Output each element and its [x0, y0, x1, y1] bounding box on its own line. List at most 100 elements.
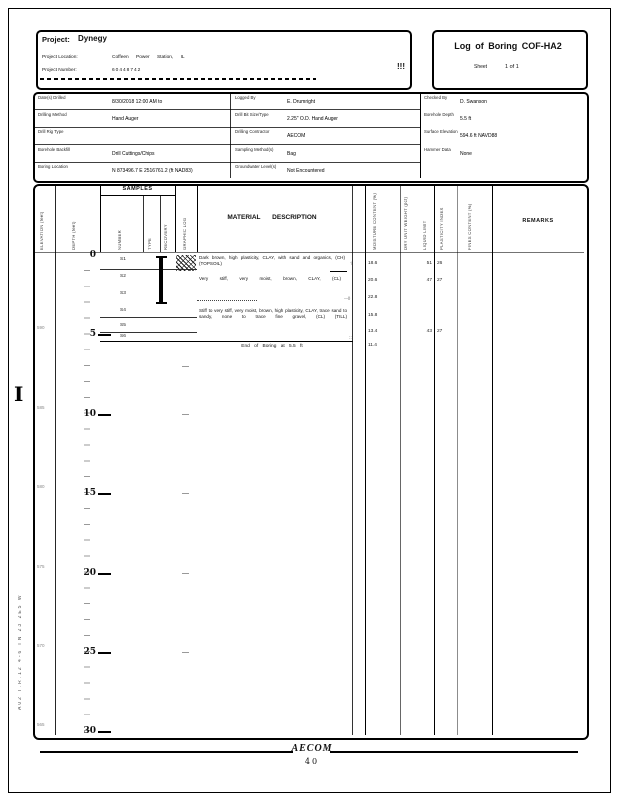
sample-id: S3	[120, 291, 126, 296]
margin-note-mark: ·|	[350, 260, 353, 265]
log-col-line	[55, 185, 56, 735]
layer-boundary-dotted	[197, 300, 257, 301]
col-header-type: TYPE	[148, 237, 152, 250]
margin-note-mark: —|)	[344, 295, 351, 300]
samples-underline	[100, 195, 175, 196]
stray-marks: !!!	[397, 62, 405, 71]
log-title: Log of Boring COF-HA2	[454, 41, 562, 51]
title-box	[432, 30, 588, 90]
col-header-fines: FINES CONTENT (%)	[468, 203, 472, 250]
info-value: None	[460, 151, 472, 157]
project-number-value: 60448742	[112, 68, 142, 73]
info-label: Drill Rig Type	[38, 129, 64, 134]
info-row-line	[35, 161, 420, 163]
margin-note-mark: ∷	[349, 335, 352, 340]
plasticity-index-value: 27	[437, 329, 443, 334]
info-value: 5.5 ft	[460, 116, 472, 122]
sample-separator	[100, 332, 197, 333]
log-col-line	[143, 195, 144, 252]
page-number: 40	[304, 757, 320, 766]
log-col-line	[365, 185, 366, 735]
graphic-grid-mark	[182, 366, 189, 367]
recovery-bar-cap	[155, 256, 167, 258]
info-label: Date(s) Drilled	[38, 95, 66, 100]
layer-description: Dark brown, high plasticity, CLAY, with …	[199, 255, 345, 266]
major-tick	[98, 731, 111, 733]
elevation-label: 590	[37, 325, 45, 330]
info-label: Drilling Contractor	[235, 129, 270, 134]
graphic-grid-mark	[182, 652, 189, 653]
log-header-bottom-line	[34, 252, 584, 253]
info-row-line	[35, 126, 420, 128]
depth-label: 20	[83, 568, 96, 578]
info-row-line	[35, 144, 420, 145]
col-header-liquid-limit: LIQUID LIMIT	[423, 220, 427, 250]
moisture-value: 11.4	[368, 343, 377, 348]
layer-description: Very stiff, very moist, brown, CLAY, (CL…	[199, 276, 341, 281]
log-box	[33, 184, 589, 740]
liquid-limit-value: 51	[426, 261, 432, 266]
sheet-value: 1 of 1	[505, 63, 519, 70]
depth-label: 10	[83, 409, 96, 419]
liquid-limit-value: 43	[426, 329, 432, 334]
col-header-plasticity-index: PLASTICITY INDEX	[440, 207, 444, 250]
depth-label: 5	[89, 329, 96, 339]
col-header-recovery: RECOVERY	[164, 224, 168, 250]
info-value: Hand Auger	[112, 116, 139, 122]
aecom-logo: AECOM	[291, 743, 333, 754]
graphic-grid-mark	[182, 573, 189, 574]
recovery-bar	[159, 257, 163, 303]
major-tick	[98, 334, 111, 336]
elevation-label: 570	[37, 643, 45, 648]
liquid-limit-value: 47	[426, 278, 432, 283]
col-header-number: NUMBER	[118, 230, 122, 250]
info-value: N 873496.7 E 2516761.2 (ft NAD83)	[112, 168, 193, 174]
dashed-rule	[40, 78, 316, 80]
info-value: D. Swanson	[460, 99, 487, 105]
info-label: Surface Elevation	[424, 129, 458, 134]
footer-rule-left	[40, 751, 293, 753]
depth-label: 30	[83, 726, 96, 736]
info-value: Drill Cuttings/Chips	[112, 151, 155, 157]
sheet-label: Sheet	[474, 64, 488, 70]
remarks-header: REMARKS	[522, 218, 554, 224]
sample-id: S4	[120, 308, 126, 313]
sample-id: S1	[120, 257, 126, 262]
depth-label: 15	[83, 488, 96, 498]
major-tick	[98, 652, 111, 654]
info-label: Boring Location	[38, 164, 68, 169]
info-value: 2.25" O.D. Hand Auger	[287, 116, 338, 122]
info-label: Groundwater Level(s)	[235, 164, 277, 169]
elevation-label: 575	[37, 564, 45, 569]
project-name: Dynegy	[78, 34, 107, 43]
depth-label: 0	[89, 250, 96, 260]
col-header-depth: DEPTH (feet)	[72, 221, 76, 250]
info-label: Drilling Method	[38, 112, 67, 117]
log-col-line	[100, 185, 101, 252]
log-col-line	[197, 185, 198, 252]
info-label: Drill Bit Size/Type	[235, 112, 269, 117]
log-col-line	[434, 185, 435, 735]
project-location-value: Coffeen Power Station, IL	[112, 55, 185, 60]
margin-mark: I	[14, 382, 24, 406]
moisture-value: 13.4	[368, 329, 378, 334]
info-value: AECOM	[287, 133, 306, 139]
recovery-bar-cap	[155, 302, 167, 304]
graphic-grid-mark	[182, 493, 189, 494]
page-frame	[8, 8, 611, 793]
elevation-label: 565	[37, 722, 45, 727]
info-table-box	[33, 92, 589, 183]
info-value: 8/30/2018 12:00 AM to	[112, 99, 163, 105]
end-of-boring-line	[100, 341, 353, 342]
project-number-label: Project Number:	[42, 68, 77, 73]
samples-header: SAMPLES	[122, 186, 153, 192]
moisture-value: 15.8	[368, 313, 378, 318]
info-label: Borehole Backfill	[38, 147, 71, 152]
moisture-value: 20.6	[368, 278, 378, 283]
col-header-elevation: ELEVATION (feet)	[40, 211, 44, 250]
plasticity-index-value: 26	[437, 261, 443, 266]
info-label: Checked By	[424, 95, 448, 100]
depth-foot-ticks	[84, 255, 90, 733]
major-tick	[98, 493, 111, 495]
